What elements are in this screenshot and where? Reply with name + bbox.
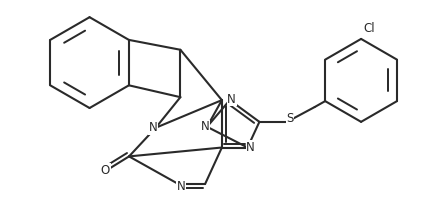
- Text: N: N: [148, 121, 157, 134]
- Text: N: N: [177, 180, 186, 192]
- Text: Cl: Cl: [363, 22, 375, 35]
- Text: N: N: [201, 120, 209, 133]
- Text: N: N: [228, 93, 236, 106]
- Text: O: O: [101, 164, 110, 177]
- Text: S: S: [286, 112, 294, 125]
- Text: N: N: [246, 141, 255, 154]
